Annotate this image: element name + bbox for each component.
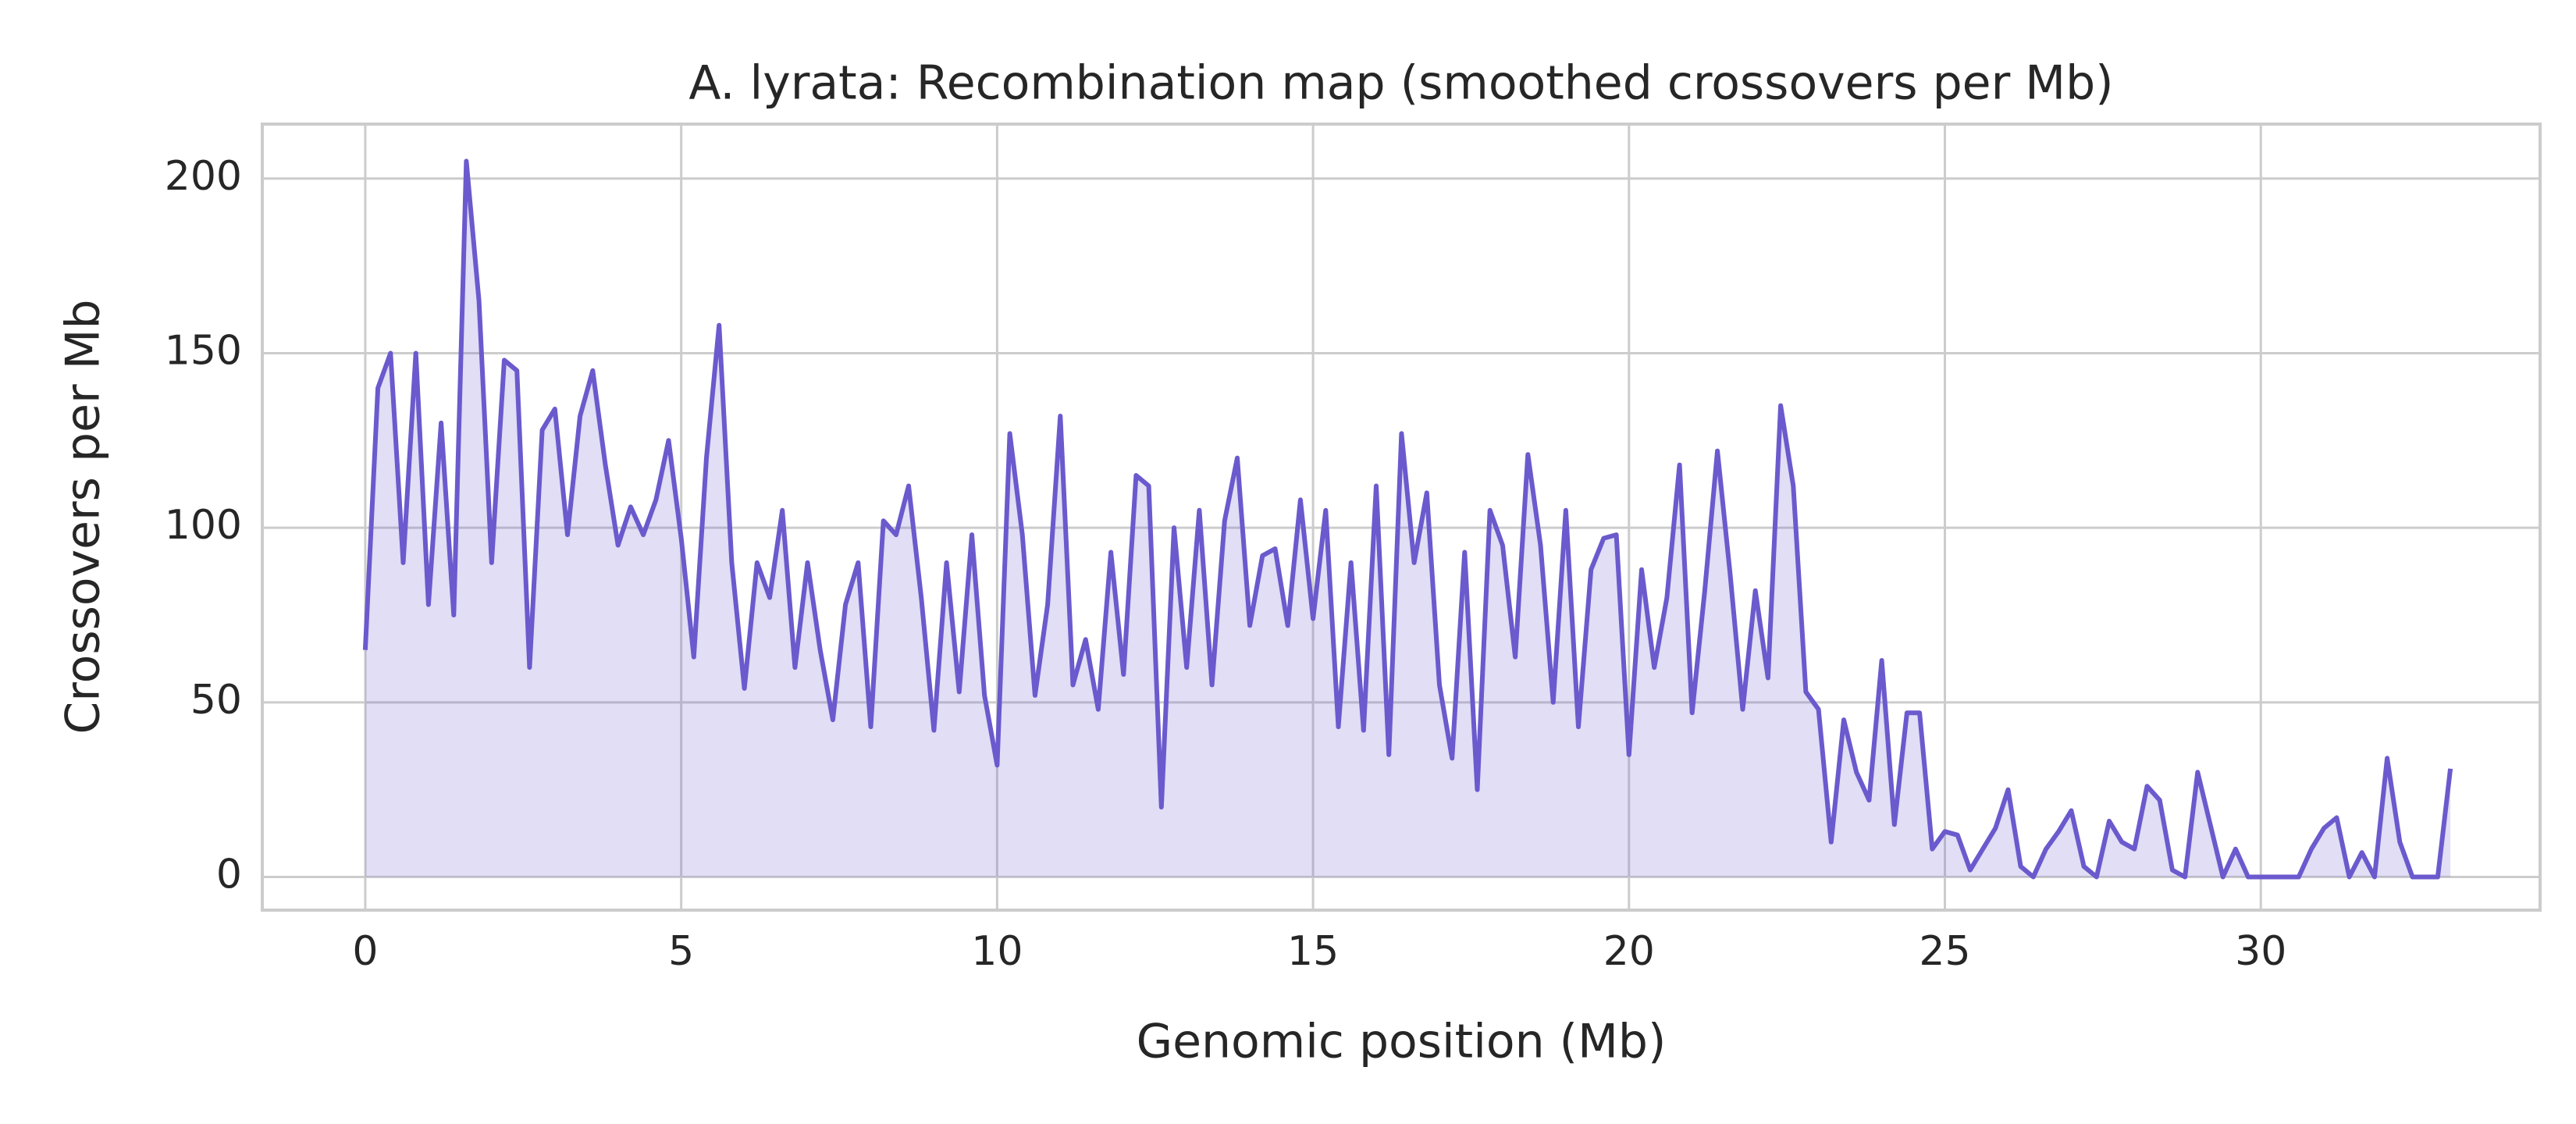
line <box>362 158 2453 880</box>
x-tick-label: 30 <box>2235 928 2286 975</box>
x-tick-label: 20 <box>1603 928 1655 975</box>
y-tick-label: 200 <box>165 153 242 200</box>
y-axis-label: Crossovers per Mb <box>56 299 111 734</box>
x-tick-label: 10 <box>971 928 1023 975</box>
x-tick-label: 15 <box>1287 928 1339 975</box>
y-tick-label: 150 <box>165 327 242 374</box>
y-tick-label: 50 <box>190 677 242 724</box>
x-axis-label: Genomic position (Mb) <box>1137 1015 1667 1069</box>
x-tick-label: 5 <box>668 928 694 975</box>
plot-frame <box>261 123 2542 912</box>
chart-title: A. lyrata: Recombination map (smoothed c… <box>688 56 2113 111</box>
y-tick-label: 100 <box>165 502 242 549</box>
x-tick-label: 25 <box>1919 928 1970 975</box>
x-tick-label: 0 <box>352 928 378 975</box>
y-tick-label: 0 <box>216 852 242 898</box>
